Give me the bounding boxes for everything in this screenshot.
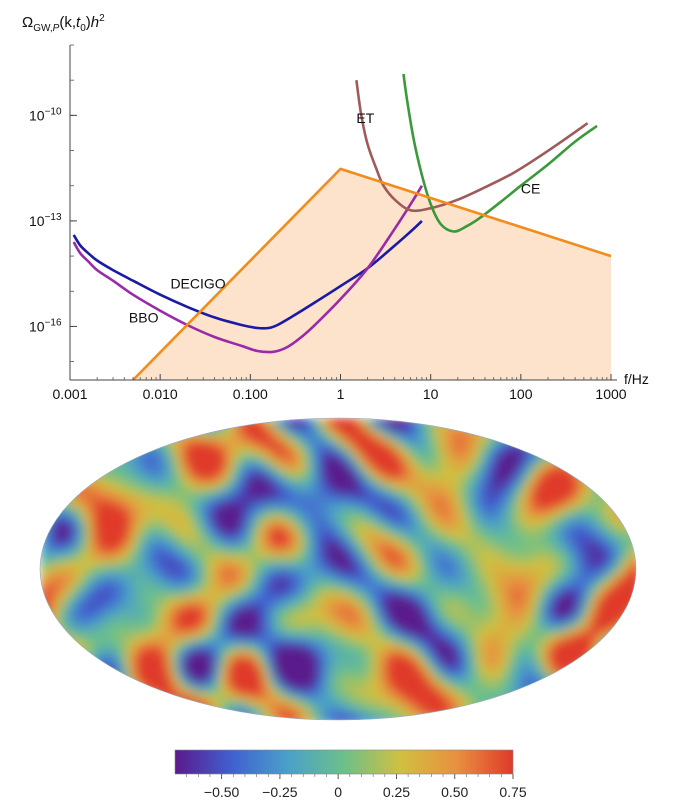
x-tick-label: 100 — [509, 386, 533, 402]
y-tick-label: 10−13 — [29, 212, 62, 229]
curve-label-et: ET — [356, 110, 374, 126]
x-tick-label: 1000 — [595, 386, 626, 402]
curve-label-bbo: BBO — [129, 309, 159, 325]
curve-ce — [402, 73, 598, 233]
colorbar: −0.50 −0.25 0 0.25 0.50 0.75 — [174, 749, 527, 800]
signal-region-fill — [133, 168, 611, 380]
colorbar-tick-label: 0.50 — [441, 784, 468, 800]
x-tick-label: 10 — [423, 386, 439, 402]
sky-map-outline — [39, 417, 637, 721]
x-axis-label: f/Hz — [624, 371, 649, 387]
x-tick-label: 0.010 — [143, 386, 178, 402]
y-tick-label: 10−16 — [29, 317, 62, 334]
x-tick-label: 0.001 — [52, 386, 87, 402]
sensitivity-chart: 0.001 0.010 0.100 1 10 100 1000 10−10 10−13 10−16… — [22, 13, 649, 402]
signal-line — [132, 167, 611, 380]
x-tick-label: 1 — [337, 386, 345, 402]
curve-bbo — [72, 185, 424, 354]
curve-label-decigo: DECIGO — [170, 275, 225, 291]
colorbar-tick-label: 0.25 — [383, 784, 410, 800]
x-tick-label: 0.100 — [233, 386, 268, 402]
colorbar-gradient — [174, 749, 514, 775]
curve-label-ce: CE — [521, 181, 540, 197]
sky-map — [39, 417, 637, 721]
colorbar-tick-label: −0.25 — [262, 784, 298, 800]
sky-map-texture — [40, 418, 636, 720]
colorbar-tick-label: −0.50 — [204, 784, 240, 800]
y-axis-label: ΩGW,P(k,t0)h2 — [22, 13, 105, 34]
y-tick-label: 10−10 — [29, 106, 62, 123]
curve-et — [355, 80, 589, 213]
colorbar-tick-label: 0.75 — [499, 784, 526, 800]
colorbar-tick-label: 0 — [334, 784, 342, 800]
